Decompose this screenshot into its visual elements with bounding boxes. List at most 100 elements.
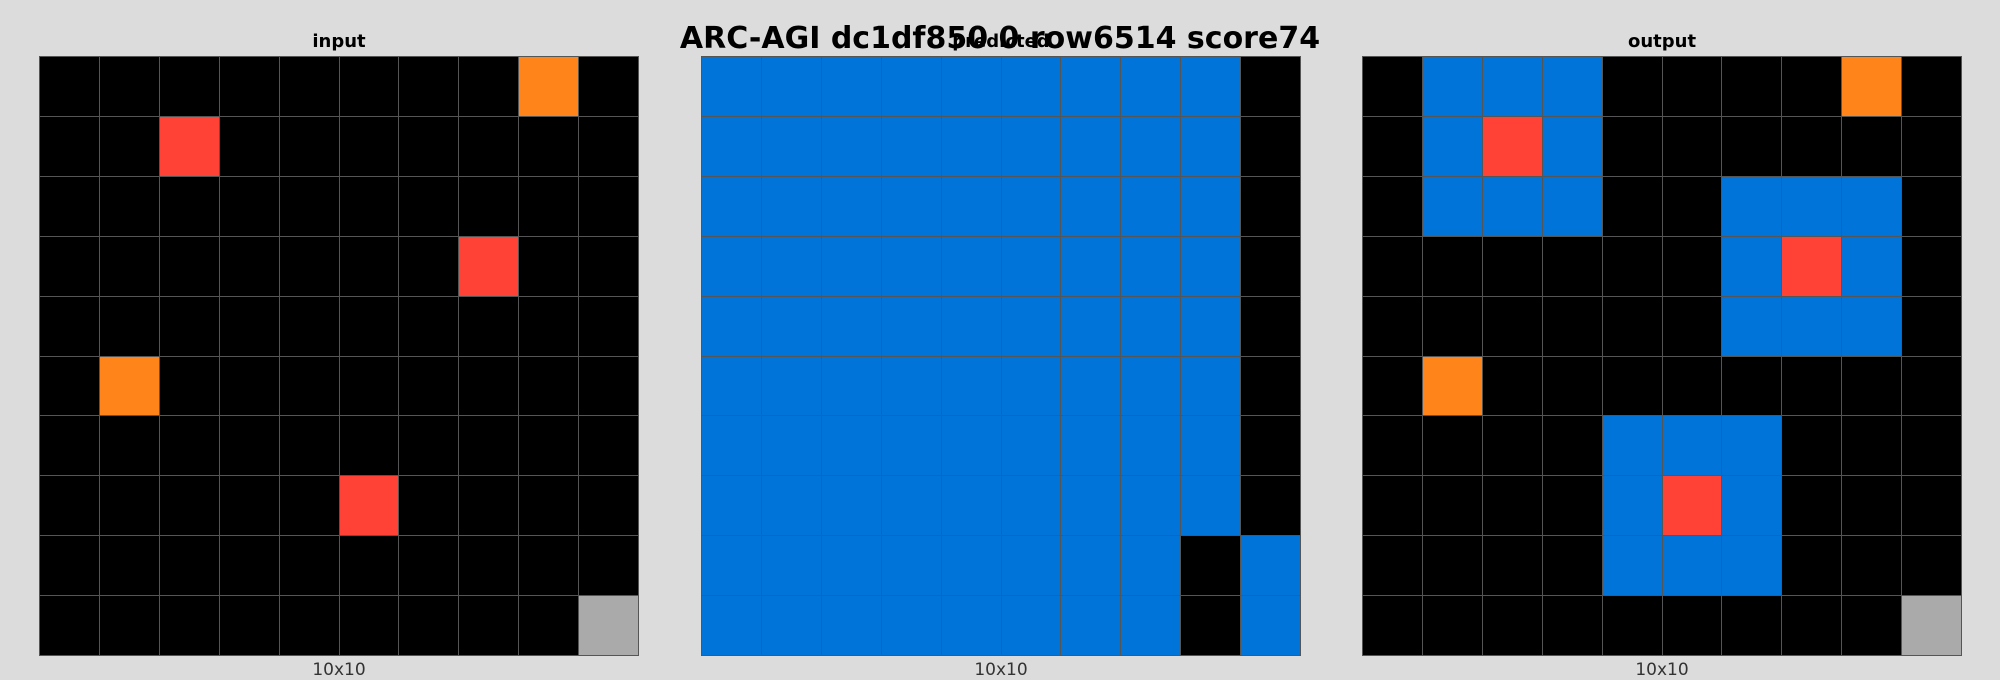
grid-cell [1662,236,1722,296]
grid-cell [1061,57,1121,116]
grid-cell [519,596,579,655]
grid-cell [1001,57,1061,116]
grid-cell [1902,536,1961,596]
grid-size-input: 10x10 [312,660,366,680]
grid-cell [40,176,99,236]
grid-cell [1482,356,1542,416]
grid-cell [1842,596,1902,655]
grid-cell [702,536,761,596]
grid-cell [1181,296,1241,356]
grid-cell [1782,596,1842,655]
grid-cell [1121,176,1181,236]
grid-cell [339,296,399,356]
grid-cell [702,596,761,655]
grid-cell [702,476,761,536]
grid-cell [159,176,219,236]
grid-cell [1241,57,1300,116]
grid-cell [1422,57,1482,116]
grid-cell [339,596,399,655]
grid-cell [1902,296,1961,356]
grid-cell [459,476,519,536]
grid-cell [1181,536,1241,596]
grid-cell [579,57,638,116]
grid-cell [1482,596,1542,655]
output-panel: output 10x10 [1362,28,1962,680]
grid-cell [519,116,579,176]
grid-cell [1121,596,1181,655]
grid-cell [519,236,579,296]
grid-cell [1902,236,1961,296]
grid-cell [1363,596,1422,655]
grid-cell [1363,416,1422,476]
grid-cell [99,176,159,236]
grid-cell [1602,476,1662,536]
grid-cell [1482,116,1542,176]
grid-cell [579,416,638,476]
grid-cell [1363,536,1422,596]
grid-cell [821,356,881,416]
grid-cell [399,596,459,655]
grid-cell [459,596,519,655]
grid-cell [159,476,219,536]
grid-cell [1902,57,1961,116]
grid-cell [941,476,1001,536]
grid-cell [1061,416,1121,476]
grid-cell [1121,476,1181,536]
grid-cell [1363,116,1422,176]
input-grid [39,56,639,656]
panel-label-output: output [1627,31,1697,52]
grid-cell [881,296,941,356]
grid-cell [279,356,339,416]
grid-cell [1542,536,1602,596]
grid-cell [579,176,638,236]
grid-cell [99,296,159,356]
grid-cell [881,536,941,596]
grid-cell [821,476,881,536]
grid-cell [219,236,279,296]
grid-cell [1422,476,1482,536]
grid-cell [1662,116,1722,176]
grid-cell [1842,116,1902,176]
grid-cell [1662,416,1722,476]
grid-cell [761,57,821,116]
input-panel: input 10x10 [39,28,639,680]
grid-cell [1842,356,1902,416]
grid-cell [1842,296,1902,356]
grid-cell [99,416,159,476]
grid-cell [761,176,821,236]
grid-cell [279,116,339,176]
grid-cell [1001,416,1061,476]
grid-cell [40,236,99,296]
grid-cell [941,416,1001,476]
grid-cell [99,356,159,416]
grid-cell [1902,476,1961,536]
grid-cell [1782,536,1842,596]
grid-cell [1602,57,1662,116]
grid-cell [399,356,459,416]
grid-cell [579,236,638,296]
grid-cell [1542,236,1602,296]
grid-cell [40,596,99,655]
grid-cell [219,57,279,116]
grid-cell [279,596,339,655]
grid-cell [1363,236,1422,296]
grid-cell [1842,236,1902,296]
grid-cell [1422,296,1482,356]
grid-cell [1422,176,1482,236]
figure-title: ARC-AGI dc1df850 0 row6514 score74 [679,21,1321,56]
grid-cell [1001,176,1061,236]
grid-cell [1121,356,1181,416]
grid-cell [1662,176,1722,236]
grid-cell [1662,57,1722,116]
grid-cell [1181,416,1241,476]
grid-cell [821,57,881,116]
grid-cell [40,296,99,356]
grid-cell [399,236,459,296]
grid-cell [339,416,399,476]
grid-cell [339,536,399,596]
grid-cell [579,356,638,416]
grid-cell [1001,536,1061,596]
grid-cell [821,296,881,356]
grid-cell [1842,536,1902,596]
grid-cell [219,416,279,476]
